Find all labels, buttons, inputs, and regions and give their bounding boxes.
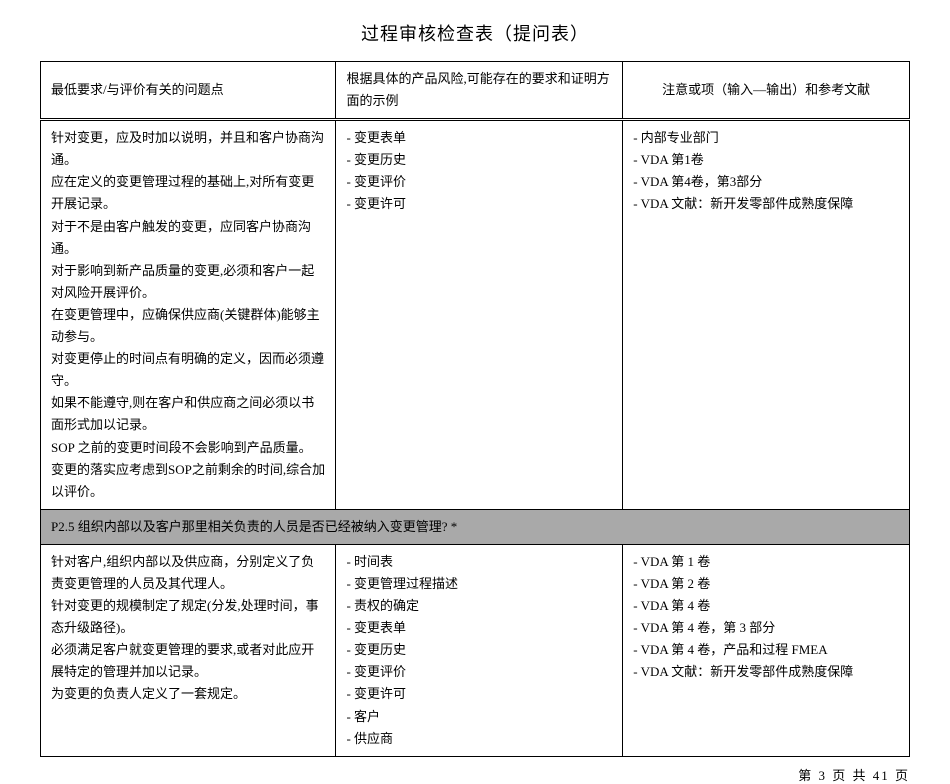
cell-text: 对变更停止的时间点有明确的定义，因而必须遵守。	[51, 348, 325, 392]
cell-text: - 变更评价	[346, 171, 612, 193]
cell-text: - 时间表	[346, 551, 612, 573]
cell-text: 针对客户,组织内部以及供应商，分别定义了负责变更管理的人员及其代理人。	[51, 551, 325, 595]
cell-text: - 客户	[346, 706, 612, 728]
cell-text: SOP 之前的变更时间段不会影响到产品质量。	[51, 437, 325, 459]
cell-text: - VDA 第4卷，第3部分	[633, 171, 899, 193]
cell-text: 如果不能遵守,则在客户和供应商之间必须以书面形式加以记录。	[51, 392, 325, 436]
cell-text: 对于影响到新产品质量的变更,必须和客户一起对风险开展评价。	[51, 260, 325, 304]
cell-text: 必须满足客户就变更管理的要求,或者对此应开展特定的管理并加以记录。	[51, 639, 325, 683]
cell-text: - 内部专业部门	[633, 127, 899, 149]
row1-col2: - 变更表单 - 变更历史 - 变更评价 - 变更许可	[336, 120, 623, 510]
header-col1: 最低要求/与评价有关的问题点	[41, 62, 336, 120]
page-title: 过程审核检查表（提问表）	[40, 20, 910, 46]
cell-text: - VDA 第 4 卷，第 3 部分	[633, 617, 899, 639]
cell-text: 变更的落实应考虑到SOP之前剩余的时间,综合加以评价。	[51, 459, 325, 503]
cell-text: - VDA 文献：新开发零部件成熟度保障	[633, 193, 899, 215]
header-col3: 注意或项（输入—输出）和参考文献	[623, 62, 910, 120]
page-footer: 第 3 页 共 41 页	[40, 765, 910, 784]
section-header-p25: P2.5 组织内部以及客户那里相关负责的人员是否已经被纳入变更管理? *	[41, 509, 910, 544]
cell-text: 为变更的负责人定义了一套规定。	[51, 683, 325, 705]
cell-text: 在变更管理中，应确保供应商(关键群体)能够主动参与。	[51, 304, 325, 348]
cell-text: - VDA 第 4 卷	[633, 595, 899, 617]
cell-text: - VDA 第 1 卷	[633, 551, 899, 573]
cell-text: - 责权的确定	[346, 595, 612, 617]
cell-text: - 变更许可	[346, 683, 612, 705]
cell-text: 应在定义的变更管理过程的基础上,对所有变更开展记录。	[51, 171, 325, 215]
cell-text: - VDA 第1卷	[633, 149, 899, 171]
cell-text: 针对变更的规模制定了规定(分发,处理时间，事态升级路径)。	[51, 595, 325, 639]
cell-text: - VDA 文献：新开发零部件成熟度保障	[633, 661, 899, 683]
row2-col2: - 时间表 - 变更管理过程描述 - 责权的确定 - 变更表单 - 变更历史 -…	[336, 544, 623, 756]
cell-text: - 变更历史	[346, 639, 612, 661]
cell-text: - 变更评价	[346, 661, 612, 683]
row1-col3: - 内部专业部门 - VDA 第1卷 - VDA 第4卷，第3部分 - VDA …	[623, 120, 910, 510]
cell-text: - 变更管理过程描述	[346, 573, 612, 595]
row2-col1: 针对客户,组织内部以及供应商，分别定义了负责变更管理的人员及其代理人。 针对变更…	[41, 544, 336, 756]
cell-text: - 变更许可	[346, 193, 612, 215]
cell-text: - 变更表单	[346, 617, 612, 639]
cell-text: - 变更历史	[346, 149, 612, 171]
cell-text: 对于不是由客户触发的变更，应同客户协商沟通。	[51, 216, 325, 260]
cell-text: 针对变更，应及时加以说明，并且和客户协商沟通。	[51, 127, 325, 171]
cell-text: - 供应商	[346, 728, 612, 750]
cell-text: - 变更表单	[346, 127, 612, 149]
row1-col1: 针对变更，应及时加以说明，并且和客户协商沟通。 应在定义的变更管理过程的基础上,…	[41, 120, 336, 510]
cell-text: - VDA 第 4 卷，产品和过程 FMEA	[633, 639, 899, 661]
cell-text: - VDA 第 2 卷	[633, 573, 899, 595]
row2-col3: - VDA 第 1 卷 - VDA 第 2 卷 - VDA 第 4 卷 - VD…	[623, 544, 910, 756]
checklist-table: 最低要求/与评价有关的问题点 根据具体的产品风险,可能存在的要求和证明方面的示例…	[40, 61, 910, 757]
header-col2: 根据具体的产品风险,可能存在的要求和证明方面的示例	[336, 62, 623, 120]
